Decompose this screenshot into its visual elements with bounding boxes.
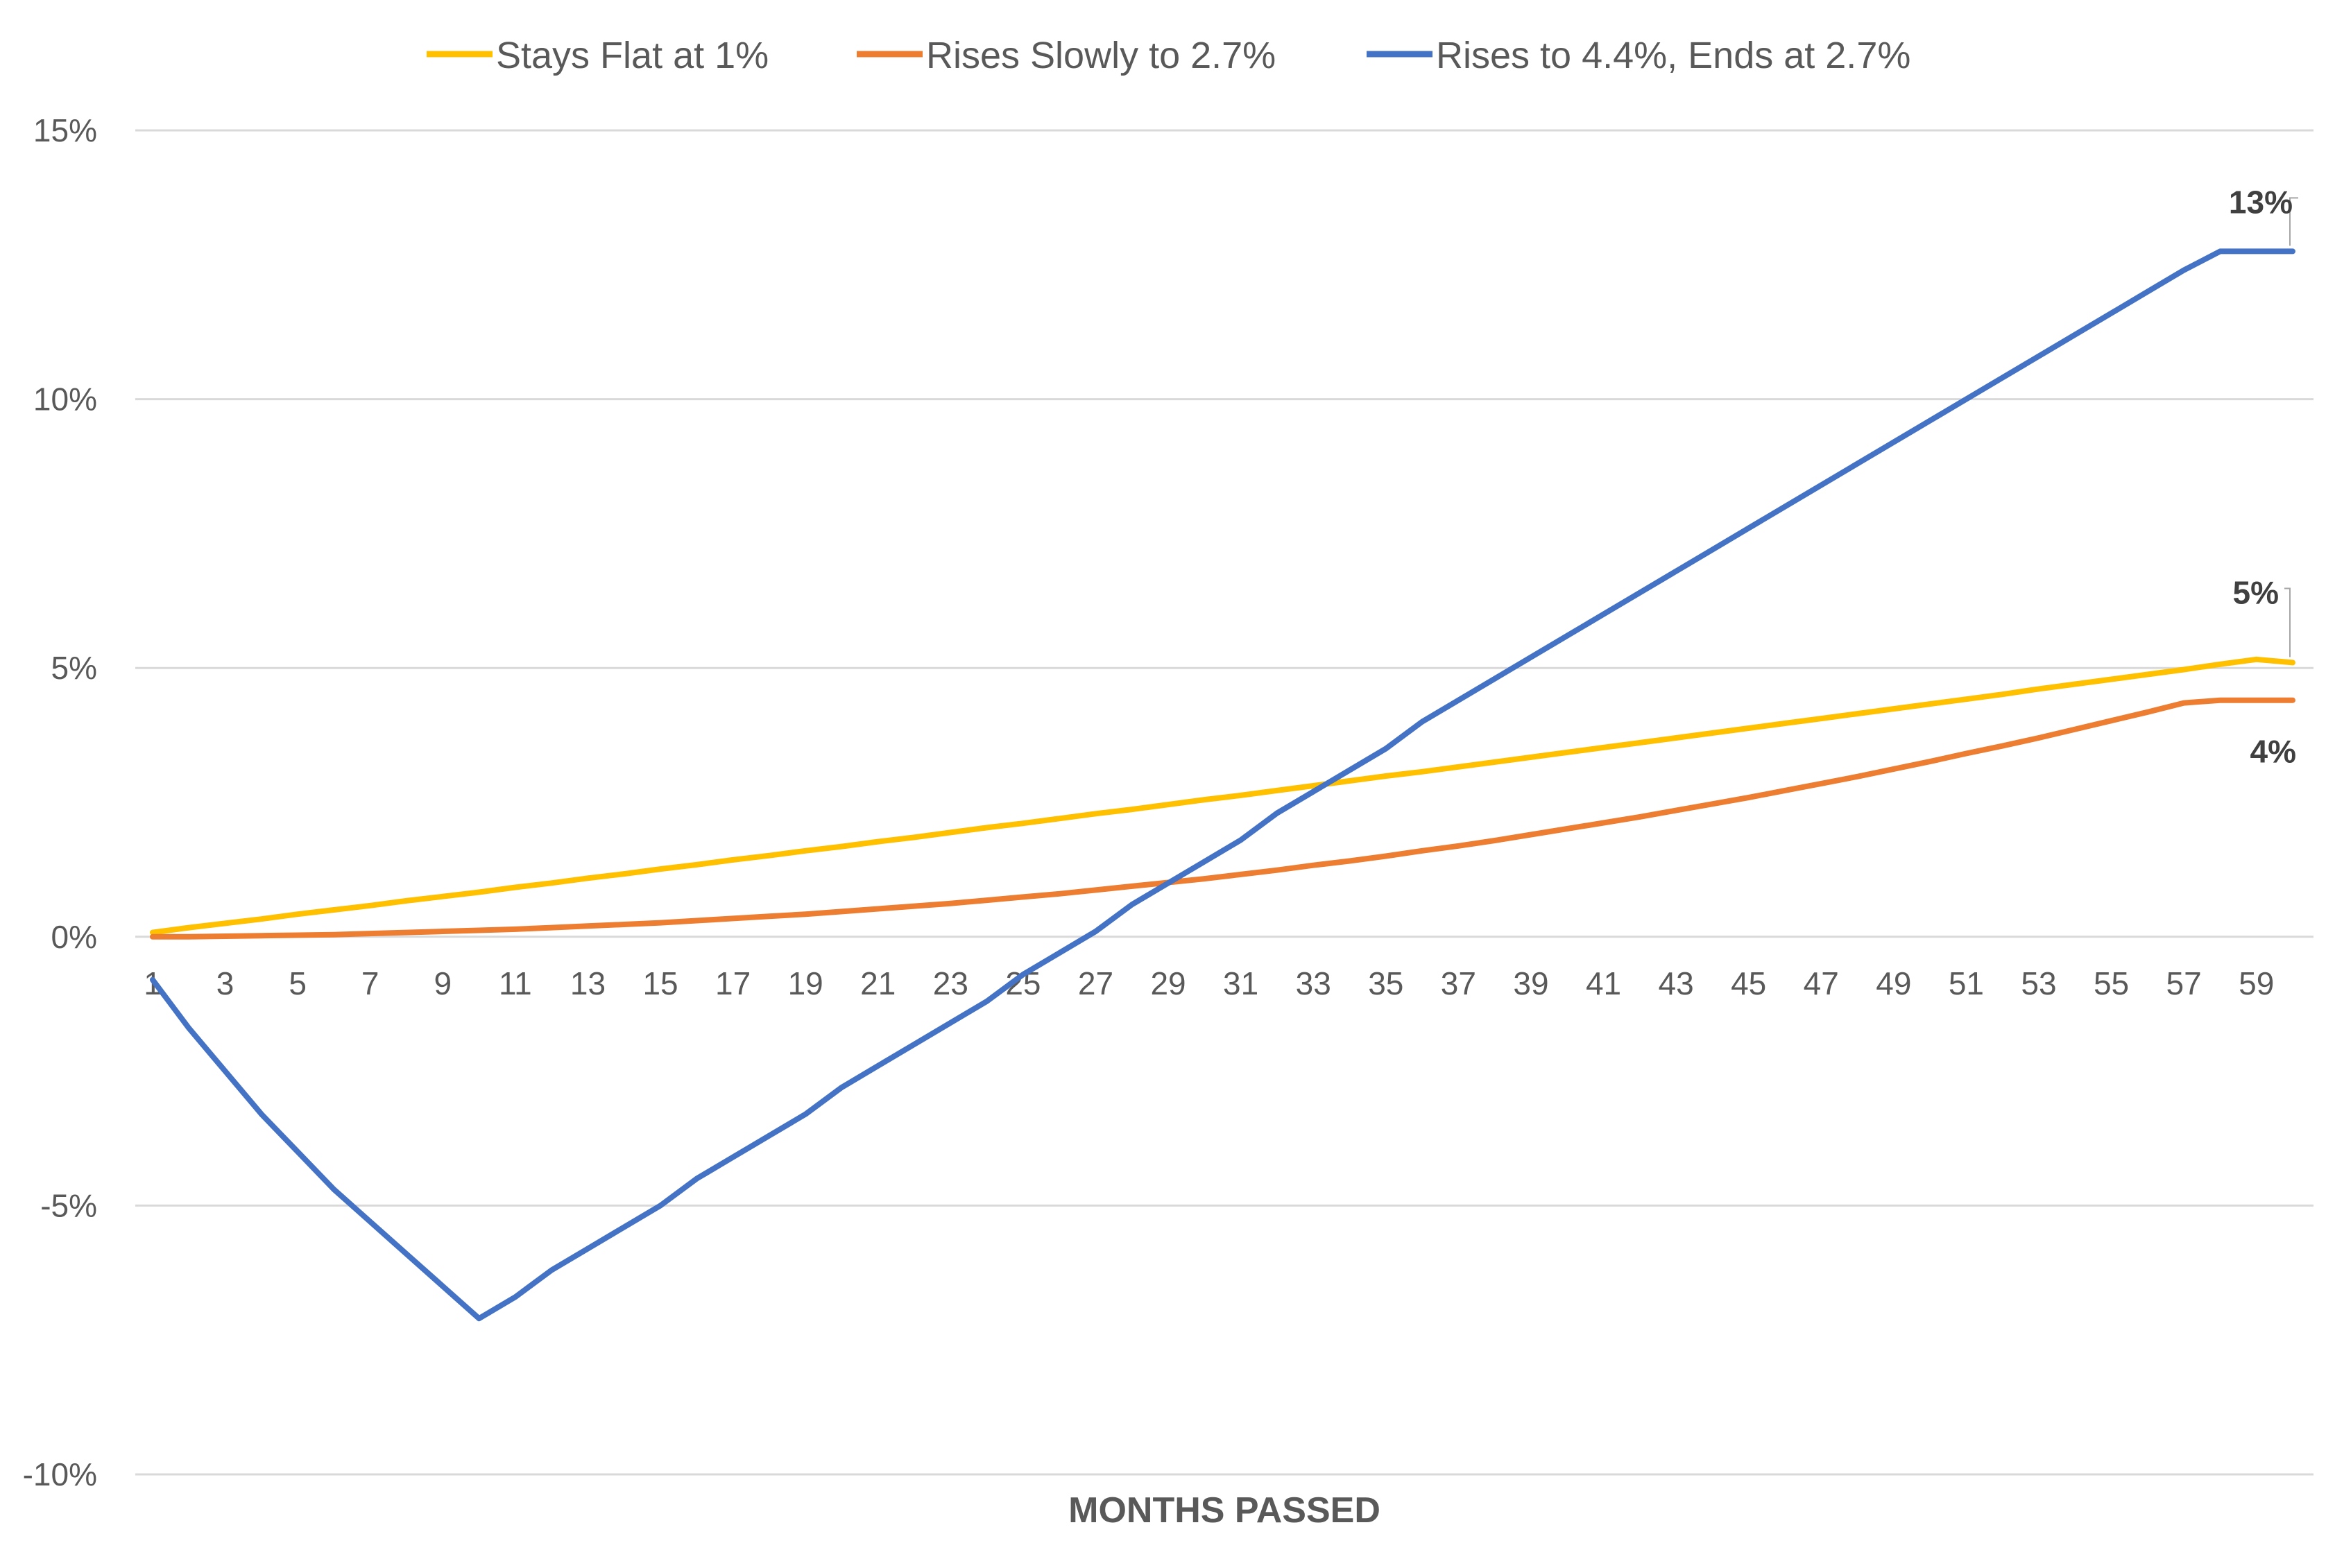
x-tick-label: 29 (1150, 965, 1186, 1001)
y-tick-label: -10% (23, 1456, 97, 1492)
x-tick-label: 59 (2239, 965, 2274, 1001)
x-tick-label: 53 (2021, 965, 2056, 1001)
x-tick-label: 33 (1296, 965, 1331, 1001)
x-tick-label: 57 (2166, 965, 2202, 1001)
x-tick-label: 51 (1949, 965, 1984, 1001)
x-tick-label: 23 (933, 965, 968, 1001)
data-label-end: 4% (2250, 734, 2296, 770)
x-tick-label: 41 (1586, 965, 1621, 1001)
x-tick-label: 45 (1731, 965, 1766, 1001)
x-tick-label: 19 (788, 965, 823, 1001)
x-tick-label: 15 (642, 965, 678, 1001)
x-tick-label: 39 (1513, 965, 1548, 1001)
x-tick-label: 7 (361, 965, 379, 1001)
data-label-end: 13% (2229, 184, 2293, 220)
x-tick-label: 37 (1441, 965, 1476, 1001)
data-label-end: 5% (2233, 574, 2279, 610)
x-tick-label: 11 (499, 965, 532, 1001)
x-tick-label: 17 (715, 965, 751, 1001)
y-tick-label: 0% (51, 919, 97, 955)
y-tick-label: 10% (33, 381, 97, 417)
x-tick-label: 3 (216, 965, 234, 1001)
legend-label: Rises to 4.4%, Ends at 2.7% (1436, 35, 1910, 76)
x-tick-label: 47 (1804, 965, 1839, 1001)
x-tick-label: 9 (434, 965, 452, 1001)
x-tick-label: 49 (1876, 965, 1911, 1001)
x-tick-label: 43 (1659, 965, 1694, 1001)
x-tick-label: 31 (1223, 965, 1258, 1001)
y-tick-label: 15% (33, 112, 97, 148)
series-line-3 (150, 248, 2295, 1322)
data-label-leader (2284, 587, 2291, 657)
x-axis-title: MONTHS PASSED (1068, 1490, 1380, 1531)
x-tick-label: 5 (289, 965, 307, 1001)
x-tick-label: 55 (2094, 965, 2129, 1001)
legend-label: Rises Slowly to 2.7% (926, 35, 1276, 76)
x-tick-label: 27 (1078, 965, 1113, 1001)
series-line-2 (150, 697, 2295, 940)
legend-label: Stays Flat at 1% (496, 35, 769, 76)
x-tick-label: 35 (1368, 965, 1403, 1001)
x-tick-label: 13 (570, 965, 606, 1001)
data-label-leader (2289, 197, 2298, 246)
series-line-1 (150, 656, 2295, 936)
y-tick-label: 5% (51, 650, 97, 686)
y-tick-label: -5% (40, 1187, 97, 1223)
x-tick-label: 21 (860, 965, 896, 1001)
